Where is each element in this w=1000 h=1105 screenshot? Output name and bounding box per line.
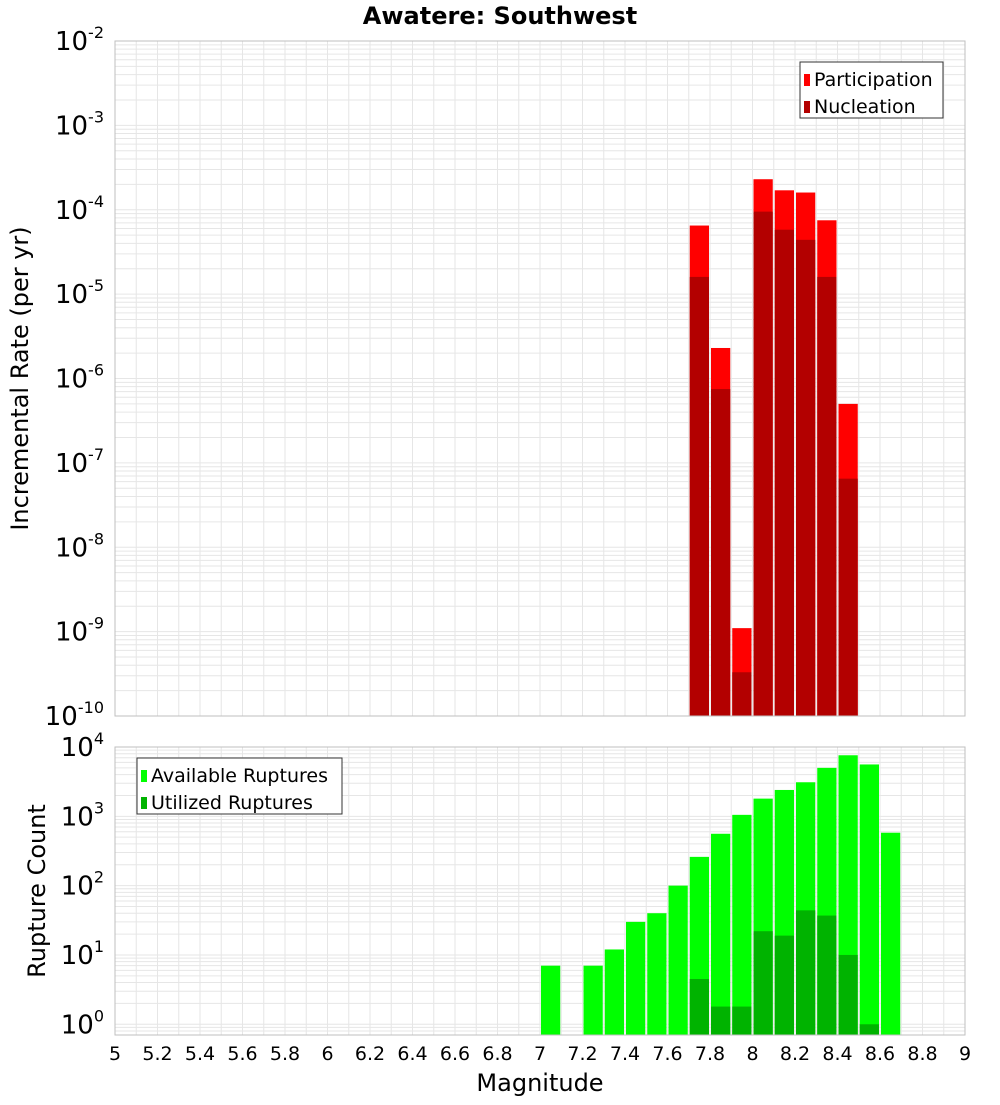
x-tick-label: 7.4 — [610, 1043, 640, 1065]
rate-bar-nucleation — [817, 276, 837, 716]
x-tick-label: 8.6 — [865, 1043, 895, 1065]
rate-y-axis-label: Incremental Rate (per yr) — [6, 226, 34, 530]
x-tick-label: 6.6 — [440, 1043, 470, 1065]
count-bar-available-ruptures — [711, 833, 731, 1035]
x-tick-label: 6.2 — [355, 1043, 385, 1065]
rate-y-tick-label: 10-4 — [55, 192, 104, 226]
rate-bar-nucleation — [774, 229, 794, 717]
x-tick-label: 8.4 — [822, 1043, 852, 1065]
count-y-tick-label: 102 — [61, 868, 104, 902]
count-bar-available-ruptures — [732, 814, 752, 1035]
rate-y-tick-label: 10-3 — [55, 107, 104, 141]
x-tick-label: 6.8 — [482, 1043, 512, 1065]
count-bar-available-ruptures — [541, 965, 561, 1035]
x-tick-label: 8 — [746, 1043, 758, 1065]
count-y-axis-label: Rupture Count — [23, 804, 51, 978]
chart-title: Awatere: Southwest — [363, 2, 637, 30]
x-tick-label: 7.2 — [567, 1043, 597, 1065]
count-bar-utilized-ruptures — [817, 915, 837, 1035]
count-bar-utilized-ruptures — [859, 1024, 879, 1035]
count-bar-available-ruptures — [583, 965, 603, 1035]
rate-y-tick-label: 10-2 — [55, 23, 104, 57]
x-tick-label: 7.6 — [652, 1043, 682, 1065]
x-axis-label: Magnitude — [476, 1069, 603, 1097]
x-tick-label: 5 — [109, 1043, 121, 1065]
count-bar-utilized-ruptures — [732, 1006, 752, 1035]
rate-bar-nucleation — [796, 239, 816, 716]
x-tick-label: 7 — [534, 1043, 546, 1065]
count-bar-available-ruptures — [668, 885, 688, 1035]
count-bar-utilized-ruptures — [689, 978, 709, 1035]
count-bar-available-ruptures — [604, 949, 624, 1035]
x-tick-label: 9 — [959, 1043, 971, 1065]
count-plot-frame — [114, 746, 966, 1036]
count-bar-available-ruptures — [859, 764, 879, 1035]
rate-legend: Participation Nucleation — [799, 61, 944, 119]
rate-y-tick-label: 10-7 — [55, 445, 104, 479]
x-tick-label: 7.8 — [695, 1043, 725, 1065]
count-y-tick-label: 101 — [61, 937, 104, 971]
count-y-tick-label: 104 — [61, 729, 104, 763]
count-bar-utilized-ruptures — [838, 954, 858, 1035]
rate-bar-nucleation — [711, 389, 731, 716]
x-tick-label: 8.2 — [780, 1043, 810, 1065]
count-y-tick-label: 103 — [61, 798, 104, 832]
count-legend: Available Ruptures Utilized Ruptures — [136, 757, 343, 815]
rate-legend-label: Nucleation — [814, 96, 916, 118]
count-bar-utilized-ruptures — [711, 1006, 731, 1035]
count-bar-utilized-ruptures — [774, 935, 794, 1035]
rate-plot-frame — [114, 40, 966, 717]
rate-legend-swatch — [804, 74, 810, 86]
count-legend-label: Available Ruptures — [151, 765, 328, 787]
x-tick-label: 5.2 — [142, 1043, 172, 1065]
count-y-tick-label: 100 — [61, 1006, 104, 1040]
count-bar-utilized-ruptures — [796, 910, 816, 1035]
rate-bar-nucleation — [753, 211, 773, 716]
rate-bar-nucleation — [838, 478, 858, 716]
x-tick-label: 5.6 — [227, 1043, 257, 1065]
count-bar-available-ruptures — [626, 921, 646, 1035]
x-tick-label: 5.4 — [185, 1043, 215, 1065]
count-legend-swatch — [141, 770, 147, 782]
rate-y-tick-label: 10-5 — [55, 276, 104, 310]
rate-legend-swatch — [804, 101, 810, 113]
count-legend-swatch — [141, 797, 147, 809]
rate-y-tick-label: 10-10 — [45, 698, 104, 732]
count-bar-available-ruptures — [647, 913, 667, 1035]
count-legend-label: Utilized Ruptures — [151, 792, 313, 814]
rate-y-tick-label: 10-6 — [55, 361, 104, 395]
rate-bar-nucleation — [689, 276, 709, 716]
rate-legend-box — [799, 61, 944, 119]
rate-y-tick-label: 10-8 — [55, 529, 104, 563]
count-bar-utilized-ruptures — [753, 931, 773, 1035]
rate-y-tick-label: 10-9 — [55, 614, 104, 648]
count-bar-available-ruptures — [881, 832, 901, 1035]
x-tick-label: 8.8 — [907, 1043, 937, 1065]
count-legend-box — [136, 757, 343, 815]
rate-legend-label: Participation — [814, 69, 933, 91]
x-tick-label: 5.8 — [270, 1043, 300, 1065]
x-tick-label: 6 — [321, 1043, 333, 1065]
x-tick-label: 6.4 — [397, 1043, 427, 1065]
rate-bar-nucleation — [732, 672, 752, 716]
